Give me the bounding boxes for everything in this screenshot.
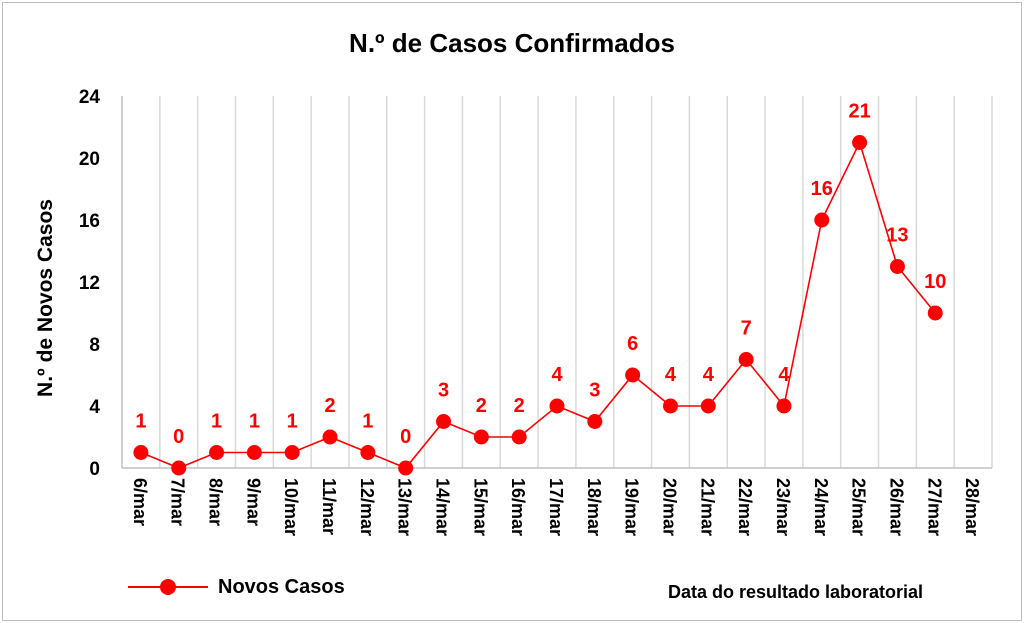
- data-point: [549, 398, 565, 414]
- data-point: [776, 398, 792, 414]
- x-tick-label: 10/mar: [281, 478, 301, 536]
- x-tick-label: 19/mar: [622, 478, 642, 536]
- y-axis-title: N.º de Novos Casos: [34, 199, 57, 397]
- data-point: [473, 429, 489, 445]
- x-tick-label: 8/mar: [206, 478, 226, 526]
- data-point: [814, 212, 830, 228]
- data-label: 6: [627, 333, 638, 355]
- legend-label: Novos Casos: [218, 575, 345, 598]
- data-point: [322, 429, 338, 445]
- data-point: [133, 445, 149, 460]
- data-point: [436, 414, 452, 429]
- y-tick-label: 16: [79, 211, 100, 232]
- data-point: [246, 445, 262, 460]
- data-point: [625, 367, 641, 383]
- x-tick-label: 25/mar: [849, 478, 869, 536]
- x-tick-label: 20/mar: [659, 478, 679, 536]
- x-tick-label: 13/mar: [395, 478, 415, 536]
- data-label: 10: [924, 271, 946, 293]
- x-tick-label: 26/mar: [886, 478, 906, 536]
- data-label: 0: [400, 426, 411, 448]
- data-label: 1: [249, 411, 260, 433]
- legend-marker: [160, 579, 176, 595]
- x-tick-label: 17/mar: [546, 478, 566, 536]
- x-tick-label: 9/mar: [243, 478, 263, 526]
- data-point: [171, 460, 187, 476]
- data-point: [662, 398, 678, 414]
- data-point: [284, 445, 300, 460]
- data-label: 21: [848, 101, 870, 123]
- data-label: 4: [778, 364, 790, 386]
- data-label: 2: [324, 395, 335, 417]
- data-point: [927, 305, 943, 321]
- x-tick-label: 15/mar: [470, 478, 490, 536]
- data-label: 3: [438, 380, 449, 402]
- data-label: 13: [886, 225, 908, 247]
- x-tick-label: 22/mar: [735, 478, 755, 536]
- data-label: 4: [551, 364, 563, 386]
- x-tick-label: 28/mar: [962, 478, 982, 536]
- data-label: 1: [287, 411, 298, 433]
- y-tick-label: 20: [79, 149, 100, 170]
- data-point: [700, 398, 716, 414]
- data-label: 1: [135, 411, 146, 433]
- x-tick-label: 23/mar: [773, 478, 793, 536]
- data-point: [360, 445, 376, 460]
- x-tick-label: 21/mar: [697, 478, 717, 536]
- data-point: [398, 460, 414, 476]
- data-point: [587, 414, 603, 429]
- data-label: 2: [514, 395, 525, 417]
- x-tick-label: 24/mar: [811, 478, 831, 536]
- data-label: 1: [362, 411, 373, 433]
- x-tick-label: 12/mar: [357, 478, 377, 536]
- x-tick-label: 18/mar: [584, 478, 604, 536]
- legend: Novos Casos: [128, 572, 345, 602]
- x-tick-label: 14/mar: [433, 478, 453, 536]
- x-tick-label: 27/mar: [924, 478, 944, 536]
- y-tick-label: 12: [79, 273, 100, 294]
- x-tick-label: 6/mar: [130, 478, 150, 526]
- data-label: 16: [811, 178, 833, 200]
- data-label: 2: [476, 395, 487, 417]
- chart-title: N.º de Casos Confirmados: [349, 28, 675, 58]
- y-tick-label: 4: [89, 397, 100, 418]
- data-point: [511, 429, 527, 445]
- data-label: 7: [741, 318, 752, 340]
- data-label: 3: [589, 380, 600, 402]
- data-label: 4: [703, 364, 715, 386]
- y-tick-label: 8: [89, 335, 100, 356]
- legend-line-swatch: [128, 579, 208, 595]
- x-axis-label: Data do resultado laboratorial: [668, 582, 924, 602]
- x-tick-label: 7/mar: [168, 478, 188, 526]
- x-tick-label: 16/mar: [508, 478, 528, 536]
- data-point: [852, 135, 868, 150]
- data-label: 4: [665, 364, 677, 386]
- series-line: [140, 140, 936, 469]
- data-point: [209, 445, 225, 460]
- data-point: [889, 259, 905, 274]
- y-tick-label: 24: [79, 87, 101, 108]
- y-tick-label: 0: [89, 459, 100, 480]
- data-label: 1: [211, 411, 222, 433]
- x-tick-label: 11/mar: [319, 478, 339, 535]
- data-point: [738, 352, 754, 367]
- data-label: 0: [173, 426, 184, 448]
